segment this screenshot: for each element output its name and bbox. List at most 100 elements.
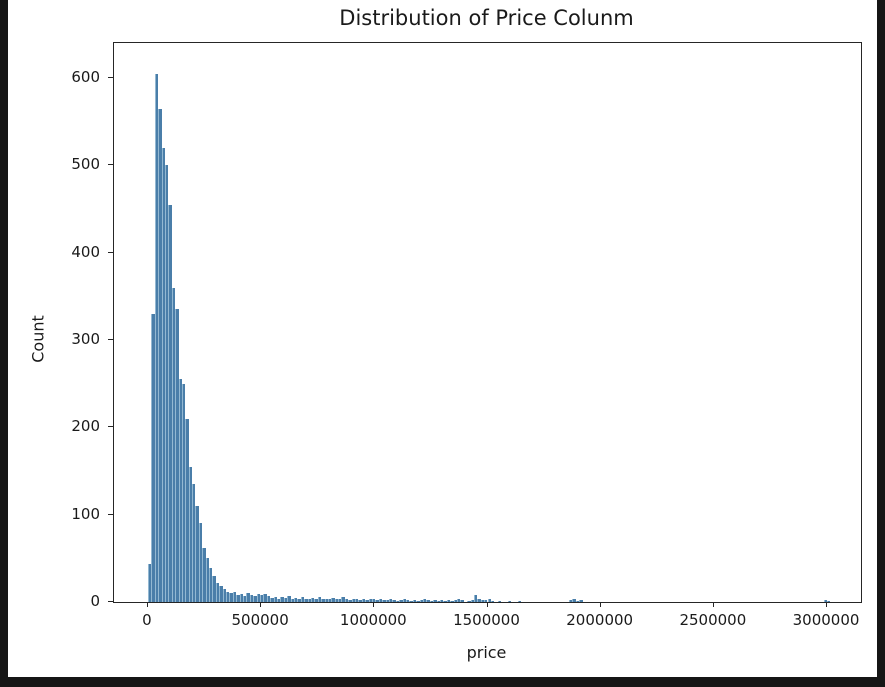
histogram-bar bbox=[327, 599, 332, 602]
histogram-bar bbox=[429, 601, 434, 602]
histogram-bar bbox=[154, 73, 159, 602]
histogram-bar bbox=[338, 599, 342, 602]
figure-canvas: Distribution of Price Colunm 0 500000 1000… bbox=[8, 0, 877, 677]
histogram-bar bbox=[222, 588, 227, 602]
histogram-bar bbox=[280, 596, 284, 602]
histogram-bar bbox=[175, 309, 179, 602]
histogram-bar bbox=[236, 595, 240, 602]
histogram-bar bbox=[389, 599, 393, 602]
histogram-bar bbox=[439, 600, 444, 602]
histogram-bar bbox=[416, 601, 420, 602]
histogram-bar bbox=[453, 600, 457, 602]
histogram-bar bbox=[361, 599, 366, 602]
y-tick-mark bbox=[108, 251, 113, 253]
histogram-bar bbox=[232, 591, 237, 602]
histogram-bar bbox=[249, 595, 254, 602]
histogram-bar bbox=[212, 575, 216, 602]
histogram-bar bbox=[487, 599, 491, 602]
histogram-bar bbox=[161, 147, 165, 602]
histogram-bar bbox=[185, 418, 189, 602]
y-tick-mark bbox=[108, 426, 113, 428]
histogram-bar bbox=[188, 466, 193, 602]
x-tick-mark bbox=[712, 602, 714, 607]
histogram-bar bbox=[310, 597, 315, 602]
histogram-bar bbox=[351, 598, 356, 602]
histogram-bar bbox=[307, 599, 311, 602]
histogram-bar bbox=[412, 600, 417, 602]
histogram-bar bbox=[321, 599, 325, 602]
histogram-bar bbox=[409, 601, 413, 602]
histogram-bar bbox=[579, 600, 583, 602]
histogram-bar bbox=[215, 582, 220, 602]
y-tick-mark bbox=[108, 601, 113, 602]
x-tick-label: 1500000 bbox=[453, 611, 520, 629]
histogram-bar bbox=[263, 594, 267, 602]
histogram-bar bbox=[446, 600, 451, 602]
histogram-bar bbox=[205, 558, 210, 602]
y-tick-mark bbox=[108, 76, 113, 78]
histogram-bar bbox=[480, 600, 485, 602]
y-tick-label: 200 bbox=[71, 417, 100, 436]
histogram-bar bbox=[460, 600, 464, 602]
histogram-bar bbox=[341, 596, 345, 602]
histogram-bar bbox=[484, 600, 488, 602]
histogram-bar bbox=[324, 598, 328, 602]
histogram-bar bbox=[382, 600, 386, 602]
x-tick-label: 1000000 bbox=[339, 611, 407, 629]
y-tick-mark bbox=[108, 513, 113, 515]
histogram-bar bbox=[378, 599, 383, 602]
histogram-bar bbox=[334, 598, 339, 602]
histogram-bar bbox=[158, 108, 162, 602]
y-tick-mark bbox=[108, 338, 113, 340]
histogram-bar bbox=[300, 596, 305, 602]
histogram-bar bbox=[399, 600, 403, 602]
histogram-bar bbox=[392, 600, 396, 602]
histogram-bar bbox=[266, 595, 271, 602]
y-tick-label: 500 bbox=[71, 155, 100, 174]
histogram-bar bbox=[151, 313, 155, 602]
histogram-bar bbox=[304, 598, 308, 602]
y-tick-label: 0 bbox=[90, 592, 100, 610]
histogram-bar bbox=[385, 600, 390, 602]
histogram-bar bbox=[287, 595, 291, 602]
histogram-bar bbox=[219, 586, 223, 602]
histogram-bar bbox=[290, 598, 294, 602]
histogram-bar bbox=[490, 601, 495, 602]
histogram-bar bbox=[192, 484, 196, 602]
histogram-bar bbox=[195, 505, 199, 602]
histogram-bar bbox=[273, 596, 277, 602]
histogram-bar bbox=[433, 600, 437, 602]
histogram-bar bbox=[355, 599, 359, 602]
histogram-bar bbox=[365, 600, 369, 602]
y-tick-label: 100 bbox=[71, 504, 100, 523]
x-axis-label: price bbox=[466, 643, 507, 662]
histogram-bar bbox=[348, 600, 352, 602]
histogram-bar bbox=[260, 595, 264, 602]
histogram-bar bbox=[375, 600, 379, 602]
histogram-bar bbox=[202, 547, 206, 602]
histogram-bar bbox=[368, 599, 373, 602]
histogram-bar bbox=[827, 601, 831, 602]
histogram-bar bbox=[497, 601, 502, 602]
histogram-bar bbox=[178, 379, 182, 602]
histogram-bar bbox=[243, 595, 247, 602]
histogram-bar bbox=[473, 595, 478, 602]
chart-title: Distribution of Price Colunm bbox=[339, 6, 634, 30]
histogram-bar bbox=[406, 600, 410, 602]
x-tick-mark bbox=[826, 602, 828, 607]
histogram-bar bbox=[226, 591, 230, 602]
histogram-bar bbox=[229, 593, 233, 602]
histogram-bar bbox=[426, 600, 430, 602]
y-tick-mark bbox=[108, 164, 113, 166]
histogram-bar bbox=[443, 601, 447, 602]
histogram-bar bbox=[181, 383, 186, 602]
histogram-bar bbox=[317, 596, 322, 602]
histogram-bar bbox=[256, 594, 260, 602]
histogram-bar bbox=[422, 599, 427, 602]
histogram-bar bbox=[270, 597, 274, 602]
histogram-bar bbox=[297, 599, 301, 602]
x-tick-label: 2500000 bbox=[679, 611, 747, 629]
histogram-bar bbox=[467, 601, 471, 602]
histogram-bar bbox=[419, 600, 423, 602]
